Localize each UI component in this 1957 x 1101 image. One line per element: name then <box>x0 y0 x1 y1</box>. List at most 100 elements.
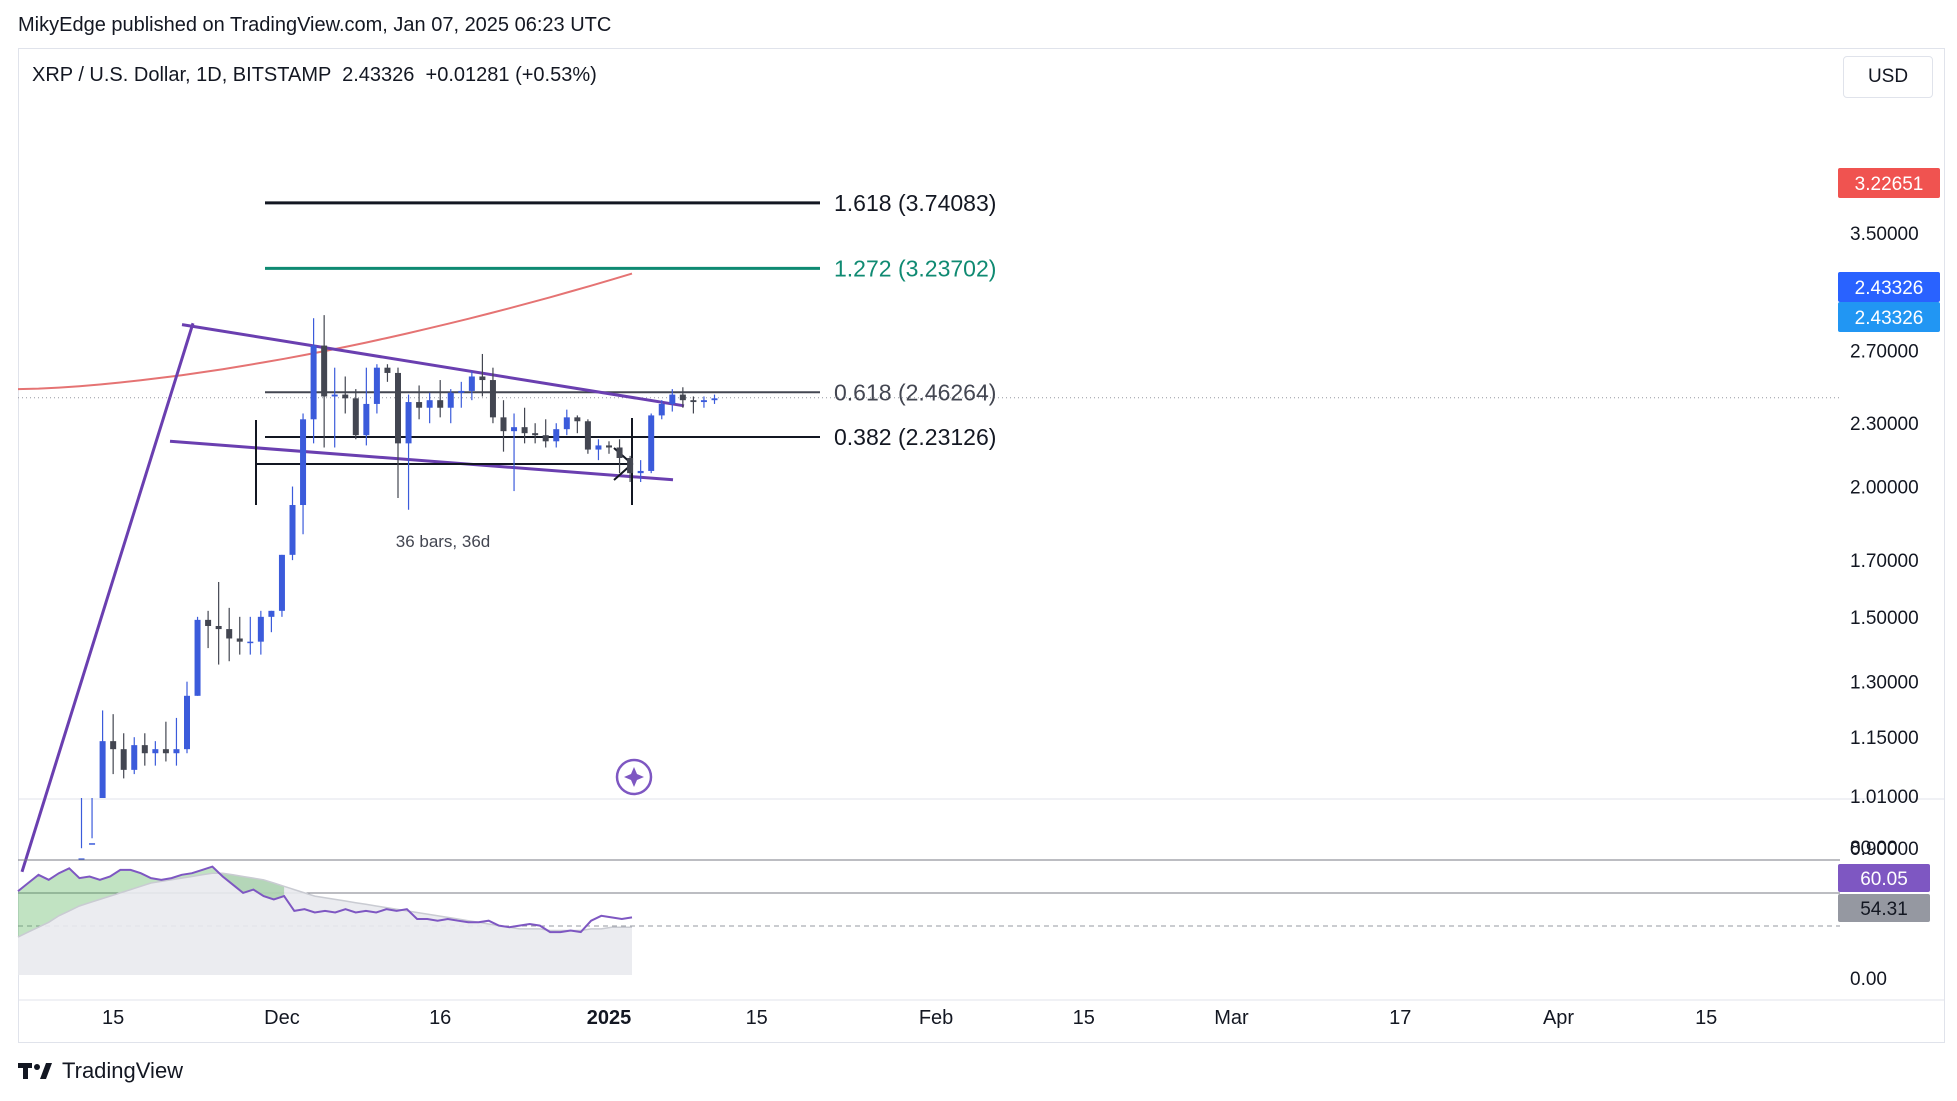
price-badge <box>1838 168 1940 198</box>
candle-body <box>331 394 338 397</box>
rsi-ma-area <box>18 873 632 975</box>
rsi-bull-fill <box>18 866 285 938</box>
price-badge-label: 2.43326 <box>1855 308 1924 329</box>
rsi-tick-label: 0.00 <box>1850 969 1887 990</box>
candle-body <box>658 403 665 416</box>
price-tick-label: 1.50000 <box>1850 608 1919 629</box>
candle-body <box>226 629 233 639</box>
candle <box>215 581 222 665</box>
candle-body <box>278 554 285 611</box>
candle-body <box>110 741 117 750</box>
rsi-badge-label: 60.05 <box>1860 869 1908 890</box>
candle <box>395 367 401 498</box>
time-tick-label: Apr <box>1543 1007 1574 1029</box>
candle-body <box>584 421 591 450</box>
time-tick-label: Feb <box>919 1007 953 1029</box>
symbol-legend: XRP / U.S. Dollar, 1D, BITSTAMP 2.43326 … <box>32 64 597 87</box>
candle-body <box>489 380 496 418</box>
candle-body <box>606 445 612 448</box>
time-axis-mask <box>1840 1002 1944 1042</box>
candle <box>489 367 496 424</box>
candle <box>553 423 560 448</box>
rsi-badge <box>1838 864 1930 892</box>
candle <box>78 798 85 860</box>
candle-body <box>616 447 623 459</box>
candle <box>426 392 433 424</box>
candle-body <box>89 843 96 845</box>
candle-body <box>458 390 465 393</box>
candle-body <box>690 400 697 403</box>
footer-brand-label: TradingView <box>62 1058 184 1083</box>
publisher-caption: MikyEdge published on TradingView.com, J… <box>18 14 612 36</box>
candle <box>268 610 275 633</box>
candle <box>458 381 465 408</box>
candle-body <box>437 400 444 408</box>
candle <box>352 389 359 440</box>
candle <box>321 315 328 448</box>
candle <box>141 733 148 766</box>
candle <box>479 353 486 397</box>
price-badge <box>1838 302 1940 332</box>
candle <box>416 385 423 420</box>
candle-body <box>342 394 349 399</box>
candle-body <box>300 419 307 506</box>
candle-body <box>648 415 655 471</box>
candle <box>542 419 549 448</box>
candle <box>99 710 106 798</box>
sparkle-ring <box>615 758 653 796</box>
price-tick-label: 1.01000 <box>1850 787 1919 808</box>
time-tick-label: 15 <box>746 1007 768 1029</box>
time-tick-label: Mar <box>1214 1007 1249 1029</box>
fib-level-label: 1.618 (3.74083) <box>834 190 996 216</box>
candle <box>110 714 117 775</box>
price-badge <box>1838 272 1940 302</box>
price-tick-label: 3.50000 <box>1850 224 1919 245</box>
candle <box>162 721 169 762</box>
ai-sparkle-button[interactable] <box>615 758 653 796</box>
price-badge-label: 2.43326 <box>1855 278 1924 299</box>
footer-brand[interactable]: TradingView <box>18 1058 183 1084</box>
candle <box>532 423 539 444</box>
time-tick-label: 16 <box>429 1007 451 1029</box>
candle <box>236 616 243 655</box>
candle-body <box>416 402 423 408</box>
candle <box>574 415 581 434</box>
candle-body <box>627 458 634 474</box>
price-tick-label: 2.30000 <box>1850 414 1919 435</box>
candle <box>606 441 612 454</box>
currency-button[interactable]: USD <box>1843 56 1933 98</box>
candle-body <box>447 392 454 408</box>
candle-body <box>700 400 707 403</box>
candle <box>300 413 307 535</box>
candle <box>152 741 159 766</box>
fib-level-label: 0.618 (2.46264) <box>834 379 996 405</box>
candle-body <box>152 749 159 754</box>
candle <box>700 396 707 408</box>
candle <box>648 413 655 474</box>
candle <box>447 389 454 424</box>
candle-body <box>120 749 127 770</box>
candle <box>690 396 697 414</box>
price-tick-label: 1.15000 <box>1850 728 1919 749</box>
fib-level-label: 0.382 (2.23126) <box>834 424 996 450</box>
candle <box>711 394 718 404</box>
candle <box>658 400 665 420</box>
time-tick-label: 15 <box>1695 1007 1717 1029</box>
candle <box>120 733 127 779</box>
price-badge-label: 3.22651 <box>1855 174 1924 195</box>
candle-body <box>173 749 180 754</box>
candle-body <box>574 417 581 422</box>
fib-level-label: 1.272 (3.23702) <box>834 255 996 281</box>
candle <box>616 439 623 474</box>
candle <box>205 610 212 649</box>
candle <box>521 407 528 444</box>
candle-body <box>236 638 243 642</box>
candle <box>278 554 285 617</box>
time-tick-label: 17 <box>1389 1007 1411 1029</box>
candle <box>679 387 686 408</box>
range-label: 36 bars, 36d <box>396 532 491 551</box>
candle-body <box>373 367 380 404</box>
candle-body <box>468 376 475 391</box>
symbol-title: XRP / U.S. Dollar, 1D, BITSTAMP <box>32 64 331 86</box>
